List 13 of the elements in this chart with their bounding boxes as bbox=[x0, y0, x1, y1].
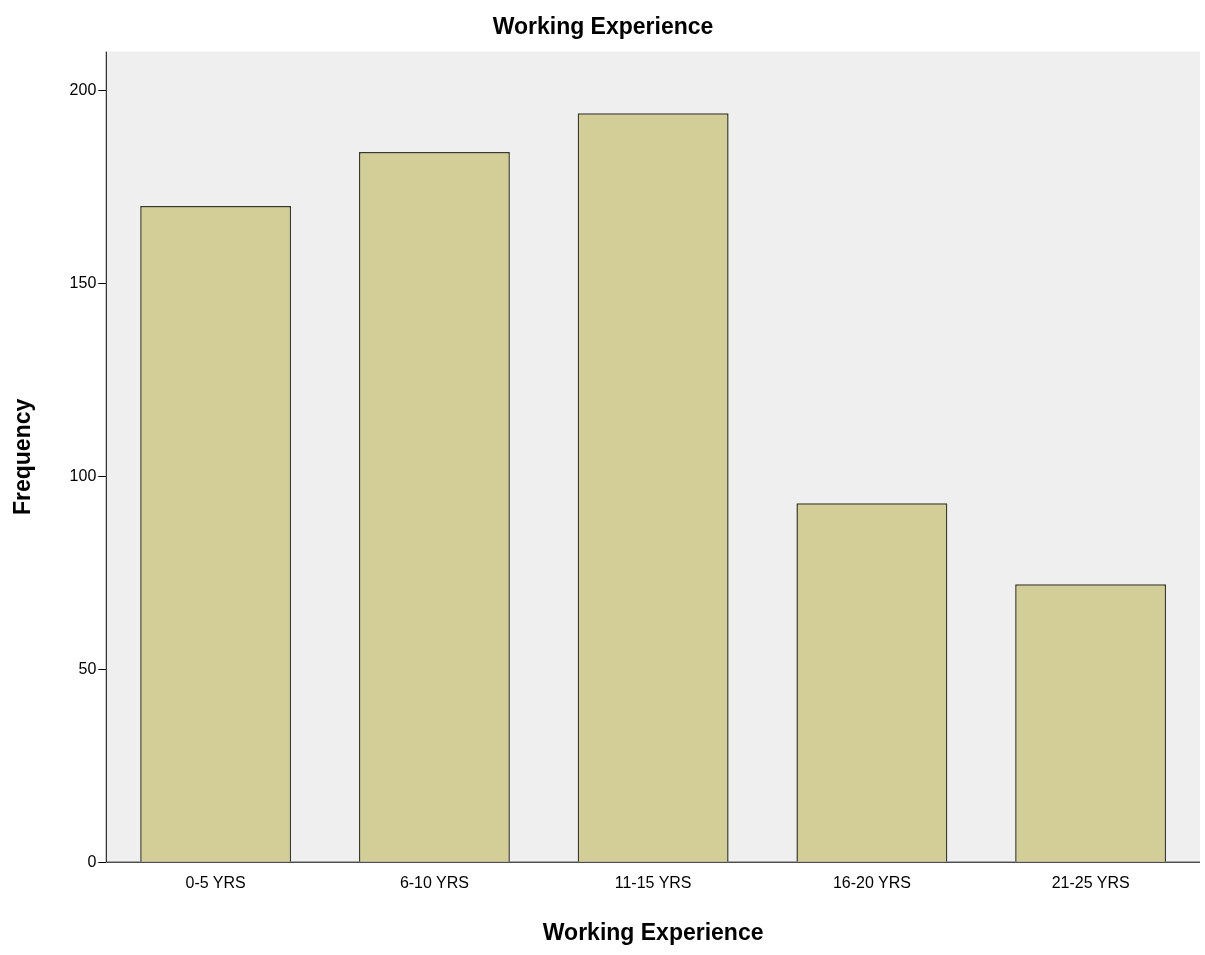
x-tick-label: 16-20 YRS bbox=[832, 874, 911, 892]
y-tick-label: 200 bbox=[69, 80, 97, 98]
y-tick-label: 0 bbox=[87, 852, 97, 870]
x-axis-title: Working Experience bbox=[542, 918, 764, 945]
chart-title: Working Experience bbox=[492, 13, 714, 40]
y-axis-title: Frequency bbox=[9, 398, 36, 516]
y-tick-label: 100 bbox=[69, 466, 97, 484]
y-tick-label: 50 bbox=[78, 659, 97, 677]
x-tick-label: 21-25 YRS bbox=[1051, 874, 1130, 892]
x-tick-label: 11-15 YRS bbox=[614, 874, 692, 892]
y-tick-label: 150 bbox=[69, 273, 97, 291]
x-tick-label: 0-5 YRS bbox=[185, 874, 246, 892]
x-tick-label: 6-10 YRS bbox=[399, 874, 469, 892]
